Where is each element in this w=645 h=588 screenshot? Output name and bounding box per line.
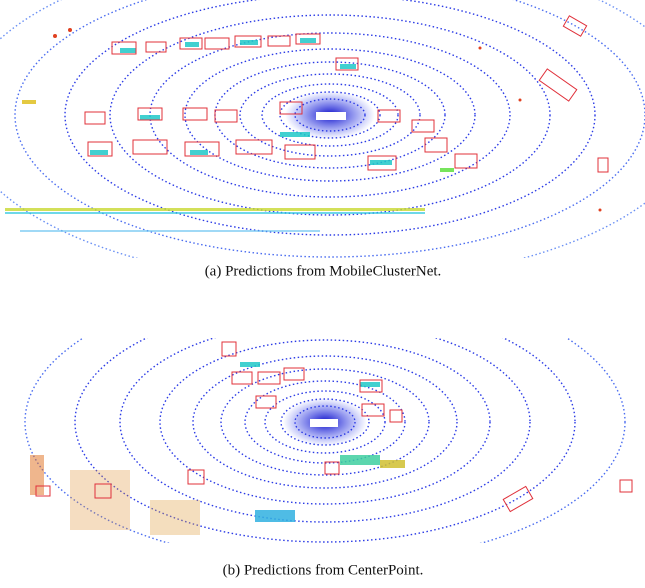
ego-vehicle [316, 112, 346, 120]
ego-vehicle [310, 419, 338, 427]
point-cloud-a [0, 0, 645, 283]
figure: (a) Predictions from MobileClusterNet. [0, 0, 645, 588]
caption: (a) Predictions from MobileClusterNet. [205, 263, 442, 279]
caption: (b) Predictions from CenterPoint. [223, 562, 424, 578]
point-cloud-b [25, 280, 632, 564]
page: (a) Predictions from MobileClusterNet. [0, 0, 645, 588]
road-edge [5, 208, 425, 232]
